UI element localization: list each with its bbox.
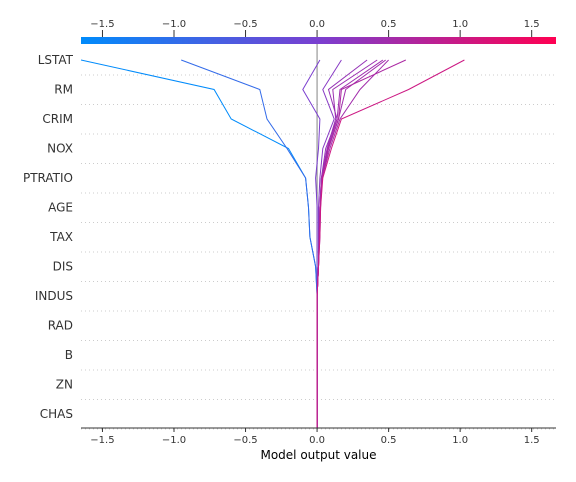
decision-line	[316, 59, 407, 428]
tick-label: 0.5	[381, 19, 397, 30]
feature-label: AGE	[48, 201, 73, 215]
tick-label: 0.0	[309, 435, 325, 446]
tick-label: −1.5	[90, 19, 114, 30]
tick-label: −1.0	[162, 435, 186, 446]
decision-line	[181, 59, 318, 428]
tick-label: 1.5	[524, 435, 540, 446]
bottom-axis: −1.5 −1.0 −0.5 0.0 0.5 1.0 1.5	[81, 427, 556, 446]
feature-label: LSTAT	[38, 53, 74, 67]
feature-label: CRIM	[42, 112, 73, 126]
tick-label: −0.5	[233, 435, 257, 446]
x-axis-label: Model output value	[260, 448, 376, 462]
feature-label: INDUS	[35, 289, 73, 303]
feature-label: ZN	[56, 378, 73, 392]
tick-label: −0.5	[233, 19, 257, 30]
feature-label: PTRATIO	[23, 171, 73, 185]
feature-label: RAD	[48, 319, 73, 333]
feature-label: CHAS	[40, 407, 73, 421]
decision-line	[316, 59, 389, 428]
feature-label: B	[65, 348, 73, 362]
tick-label: −1.5	[90, 435, 114, 446]
feature-labels: LSTAT RM CRIM NOX PTRATIO AGE TAX DIS INDUS RAD B Z…	[23, 53, 74, 421]
feature-label: NOX	[47, 142, 73, 156]
tick-label: −1.0	[162, 19, 186, 30]
feature-label: TAX	[49, 230, 73, 244]
decision-lines	[80, 59, 465, 428]
decision-line	[316, 59, 386, 428]
tick-label: 0.0	[309, 19, 325, 30]
tick-label: 1.0	[452, 19, 468, 30]
top-axis: −1.5 −1.0 −0.5 0.0 0.5 1.0 1.5	[90, 19, 540, 37]
colorbar	[81, 37, 556, 44]
decision-line	[316, 59, 465, 428]
decision-line	[316, 59, 378, 428]
tick-label: 1.0	[452, 435, 468, 446]
feature-label: DIS	[53, 260, 73, 274]
tick-label: 1.5	[524, 19, 540, 30]
feature-label: RM	[54, 83, 73, 97]
tick-label: 0.5	[381, 435, 397, 446]
decision-line	[80, 59, 318, 428]
